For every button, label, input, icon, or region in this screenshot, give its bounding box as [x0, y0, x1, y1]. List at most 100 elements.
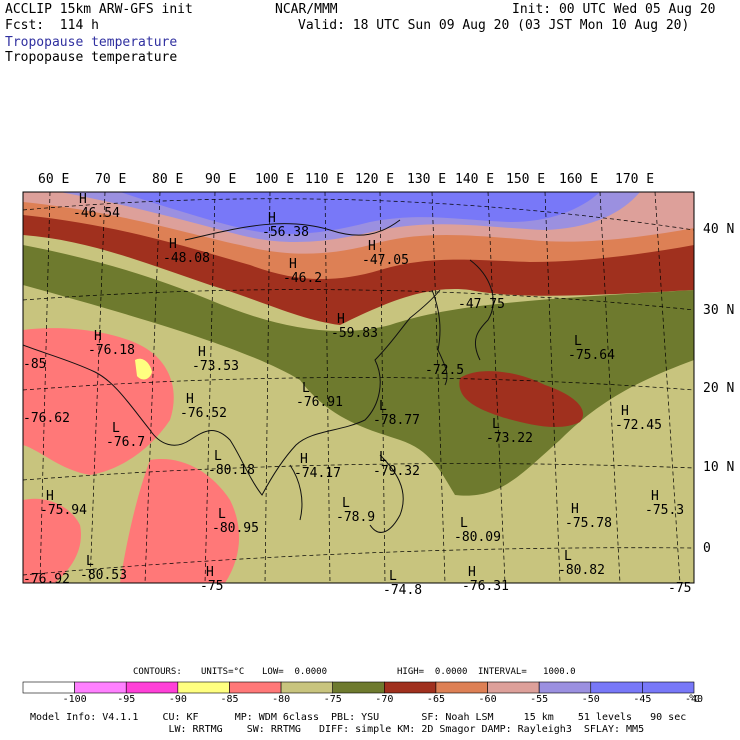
- colorbar-tick-label: -85: [220, 694, 239, 705]
- colorbar-tick-label: -80: [272, 694, 291, 705]
- colorbar-tick-label: -70: [375, 694, 394, 705]
- map-annotation: H-73.53: [192, 345, 239, 374]
- lat-label: 30 N: [703, 303, 735, 318]
- model-info-line1: Model Info: V4.1.1 CU: KF MP: WDM 6class…: [30, 712, 687, 723]
- annotation-value: -78.77: [373, 413, 420, 428]
- map-annotation: -85: [23, 357, 46, 372]
- high-marker: H: [169, 237, 177, 252]
- high-marker: H: [651, 489, 659, 504]
- high-marker: H: [198, 345, 206, 360]
- map-annotation: H-76.52: [180, 392, 227, 421]
- map-annotation: L-80.82: [558, 549, 605, 578]
- map-annotation: H-56.38: [262, 211, 309, 240]
- coastlines: [23, 219, 494, 533]
- field-band-75-70: [23, 245, 694, 496]
- map-annotation: L-80.09: [454, 516, 501, 545]
- high-marker: H: [79, 192, 87, 207]
- map-annotation: L-80.95: [212, 507, 259, 536]
- annotation-value: -59.83: [331, 326, 378, 341]
- lon-label: 160 E: [559, 172, 599, 187]
- colorbar-segment: [487, 681, 540, 694]
- annotation-value: -73.22: [486, 431, 533, 446]
- high-marker: H: [571, 502, 579, 517]
- annotation-value: -75.78: [565, 516, 612, 531]
- annotation-value: -80.82: [558, 563, 605, 578]
- field-title-blue: Tropopause temperature: [5, 35, 178, 50]
- field-patch-indochina: [120, 459, 240, 583]
- annotation-value: -80.09: [454, 530, 501, 545]
- lat-label: 40 N: [703, 222, 735, 237]
- map-annotation: L-80.53: [80, 554, 127, 583]
- map-annotation: H-75.78: [565, 502, 612, 531]
- colorbar-segment: [384, 681, 437, 694]
- high-marker: H: [268, 211, 276, 226]
- colorbar-tick-label: -40: [685, 694, 704, 705]
- model-info-line2: LW: RRTMG SW: RRTMG DIFF: simple KM: 2D …: [30, 724, 645, 735]
- low-marker: L: [564, 549, 572, 564]
- colorbar-segment: [22, 681, 75, 694]
- annotation-value: -47.75: [458, 297, 505, 312]
- annotation-value: -46.54: [73, 206, 120, 221]
- lon-label: 80 E: [152, 172, 184, 187]
- annotation-value: -74.17: [294, 466, 341, 481]
- map-annotation: H-74.17: [294, 452, 341, 481]
- colorbar: [22, 681, 695, 694]
- map-annotation: H-59.83: [331, 312, 378, 341]
- annotation-value: -76.91: [296, 395, 343, 410]
- field-title-black: Tropopause temperature: [5, 50, 178, 65]
- map-field: [23, 192, 694, 583]
- lon-label: 150 E: [506, 172, 546, 187]
- colorbar-segment: [590, 681, 643, 694]
- annotation-value: -78.9: [336, 510, 375, 525]
- colorbar-tick-label: °C: [688, 694, 701, 705]
- map-annotation: L-76.7: [106, 421, 145, 450]
- low-marker: L: [112, 421, 120, 436]
- annotation-value: -76.18: [88, 343, 135, 358]
- map-annotation: -76.62: [23, 411, 70, 426]
- annotation-value: -46.2: [283, 271, 322, 286]
- contours-low: LOW= 0.0000: [262, 667, 328, 677]
- field-patch-yellow: [135, 358, 152, 380]
- colorbar-tick-label: -45: [633, 694, 652, 705]
- lon-label: 60 E: [38, 172, 70, 187]
- lon-label: 120 E: [355, 172, 395, 187]
- field-patch-bay: [23, 498, 81, 583]
- low-marker: L: [86, 554, 94, 569]
- colorbar-tick-label: -55: [530, 694, 549, 705]
- annotation-value: -73.53: [192, 359, 239, 374]
- annotation-layer: H-46.54 H-56.38H-48.08H-47.05H-46.2-47.75…: [23, 192, 691, 598]
- low-marker: L: [218, 507, 226, 522]
- map-annotation: L-78.9: [336, 496, 375, 525]
- low-marker: L: [379, 450, 387, 465]
- lon-label: 110 E: [305, 172, 345, 187]
- contours-high: HIGH= 0.0000: [397, 667, 468, 677]
- map-annotation: L-79.32: [373, 450, 420, 479]
- colorbar-tick-label: -100: [62, 694, 87, 705]
- lon-label: 130 E: [407, 172, 447, 187]
- colorbar-tick-label: -60: [478, 694, 497, 705]
- valid-time: Valid: 18 UTC Sun 09 Aug 20 (03 JST Mon …: [298, 18, 690, 33]
- forecast-hour: Fcst: 114 h: [5, 18, 99, 33]
- colorbar-tick-label: -50: [581, 694, 600, 705]
- annotation-value: -72.5: [425, 363, 464, 378]
- lon-label: 100 E: [255, 172, 295, 187]
- map-annotation: H-75.3: [645, 489, 684, 518]
- map-annotation: H-48.08: [163, 237, 210, 266]
- low-marker: L: [342, 496, 350, 511]
- high-marker: H: [300, 452, 308, 467]
- annotation-value: -76.92: [23, 572, 70, 587]
- center-label: NCAR/MMM: [275, 2, 338, 17]
- map-frame: [22, 191, 695, 584]
- colorbar-segment: [229, 681, 282, 694]
- high-marker: H: [468, 565, 476, 580]
- low-marker: L: [302, 381, 310, 396]
- annotation-value: -74.8: [383, 583, 422, 598]
- map-annotation: -75: [668, 581, 691, 596]
- colorbar-segment: [177, 681, 230, 694]
- colorbar-tick-label: -95: [117, 694, 136, 705]
- lat-label: 20 N: [703, 381, 735, 396]
- annotation-value: -76.62: [23, 411, 70, 426]
- high-marker: H: [289, 257, 297, 272]
- low-marker: L: [460, 516, 468, 531]
